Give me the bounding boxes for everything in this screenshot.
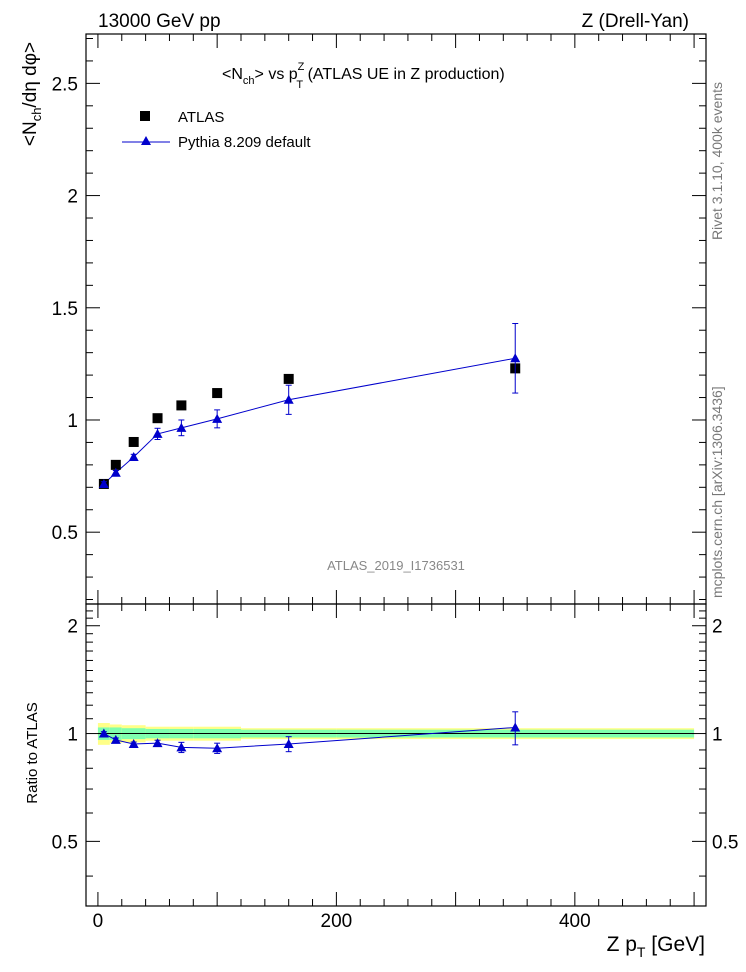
ratio-panel: 0.5 0.5 1 1 2 2 0 200 400 Ratio to ATLAS Z pT [G… bbox=[24, 603, 738, 960]
ratio-point bbox=[98, 728, 109, 738]
chart-title-sub-ch: ch bbox=[243, 75, 255, 87]
x-tick-label: 400 bbox=[559, 911, 591, 932]
y-tick-label: 1.5 bbox=[52, 299, 78, 320]
y-axis-label-part-1: <N bbox=[20, 121, 41, 146]
ratio-point bbox=[510, 722, 521, 732]
legend-pythia-label: Pythia 8.209 default bbox=[178, 134, 311, 151]
atlas-point bbox=[283, 373, 294, 384]
pythia-point bbox=[283, 394, 294, 404]
ratio-bands bbox=[97, 723, 695, 745]
atlas-point bbox=[212, 388, 223, 399]
atlas-point bbox=[128, 436, 139, 447]
side-label-rivet: Rivet 3.1.10, 400k events bbox=[709, 82, 725, 240]
x-axis-label-part-1: Z p bbox=[607, 933, 637, 956]
analysis-label: ATLAS_2019_I1736531 bbox=[327, 558, 465, 573]
pythia-point bbox=[110, 467, 121, 477]
y-tick-label: 1 bbox=[67, 411, 78, 432]
ratio-panel-frame bbox=[85, 603, 707, 907]
ratio-y-tick-label-right: 2 bbox=[712, 617, 723, 638]
chart-title-part-1: <N bbox=[222, 66, 243, 83]
chart-title-sub-t: T bbox=[296, 79, 303, 91]
ratio-point bbox=[110, 734, 121, 744]
legend: ATLAS Pythia 8.209 default bbox=[122, 109, 311, 151]
pythia-series-line bbox=[103, 357, 516, 485]
main-panel-axes: 0.5 1 1.5 2 2.5 bbox=[52, 34, 706, 604]
ratio-point bbox=[128, 739, 139, 749]
ratio-y-tick-label: 0.5 bbox=[52, 832, 78, 853]
pythia-point bbox=[510, 353, 521, 363]
pythia-point bbox=[98, 478, 109, 488]
ratio-y-tick-label-right: 0.5 bbox=[712, 832, 738, 853]
y-tick-label: 2 bbox=[67, 187, 78, 208]
legend-pythia-marker bbox=[141, 136, 151, 145]
x-axis-label: Z pT [GeV] bbox=[607, 933, 705, 960]
main-panel-marks bbox=[98, 322, 521, 489]
pythia-point bbox=[128, 452, 139, 462]
x-axis-label-sub: T bbox=[637, 944, 646, 960]
chart-title-part-3: (ATLAS UE in Z production) bbox=[303, 66, 505, 83]
chart-title-sup-z: Z bbox=[298, 61, 305, 73]
y-tick-label: 2.5 bbox=[52, 74, 78, 95]
chart-title: <Nch> vs pZ T (ATLAS UE in Z production) bbox=[222, 61, 505, 91]
y-axis-label-part-2: /dη dφ> bbox=[20, 42, 41, 108]
ratio-y-tick-label: 1 bbox=[67, 725, 78, 746]
main-panel: 0.511.522.5 <Nch> vs pZ T (ATLAS UE in Z … bbox=[20, 33, 707, 605]
header-left: 13000 GeV pp bbox=[98, 11, 221, 32]
legend-atlas-marker bbox=[140, 111, 150, 121]
pythia-point bbox=[212, 413, 223, 423]
x-axis-label-part-2: [GeV] bbox=[645, 933, 705, 956]
chart-title-part-2: > vs p bbox=[255, 66, 298, 83]
ratio-point bbox=[152, 738, 163, 748]
ratio-y-tick-label: 2 bbox=[67, 617, 78, 638]
atlas-point bbox=[152, 413, 163, 424]
y-axis-label: <Nch/dη dφ> bbox=[20, 42, 44, 146]
x-tick-label: 0 bbox=[93, 911, 104, 932]
header-right: Z (Drell-Yan) bbox=[582, 11, 689, 32]
side-label-mcplots: mcplots.cern.ch [arXiv:1306.3436] bbox=[709, 386, 725, 598]
atlas-point bbox=[110, 459, 121, 470]
y-axis-label-sub: ch bbox=[29, 108, 44, 122]
atlas-point bbox=[176, 400, 187, 411]
ratio-y-label: Ratio to ATLAS bbox=[24, 702, 41, 803]
ratio-point bbox=[176, 742, 187, 752]
ratio-point bbox=[283, 739, 294, 749]
ratio-y-tick-label-right: 1 bbox=[712, 725, 723, 746]
legend-atlas-label: ATLAS bbox=[178, 109, 224, 126]
pythia-point bbox=[176, 422, 187, 432]
y-tick-label: 0.5 bbox=[52, 523, 78, 544]
x-tick-label: 200 bbox=[321, 911, 353, 932]
pythia-point bbox=[152, 428, 163, 438]
ratio-panel-axes: 0.5 0.5 1 1 2 2 0 200 400 bbox=[52, 604, 738, 932]
ratio-panel-marks bbox=[98, 711, 521, 754]
ratio-point bbox=[212, 743, 223, 753]
